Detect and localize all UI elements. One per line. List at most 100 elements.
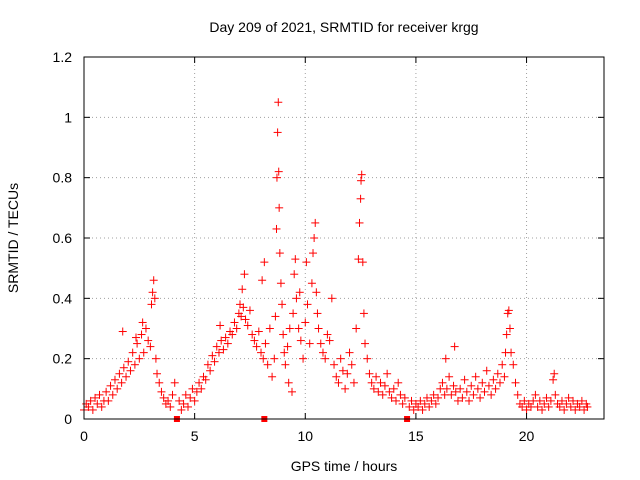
data-point xyxy=(438,378,447,387)
data-point xyxy=(502,330,511,339)
data-point xyxy=(352,324,361,333)
data-point xyxy=(208,351,217,360)
data-point xyxy=(365,369,374,378)
data-point xyxy=(361,339,370,348)
x-tick-label: 15 xyxy=(408,428,424,444)
data-point xyxy=(168,390,177,399)
data-point xyxy=(405,402,414,411)
data-point xyxy=(195,378,204,387)
data-point xyxy=(460,375,469,384)
data-point xyxy=(259,354,268,363)
data-point xyxy=(250,336,259,345)
data-point xyxy=(504,306,513,315)
data-point xyxy=(341,384,350,393)
data-point xyxy=(480,387,489,396)
x-tick-label: 20 xyxy=(519,428,535,444)
data-point xyxy=(359,309,368,318)
data-point xyxy=(177,405,186,414)
data-point xyxy=(126,366,135,375)
x-tick-label: 10 xyxy=(297,428,313,444)
data-point xyxy=(248,330,257,339)
data-point xyxy=(420,399,429,408)
data-point xyxy=(316,339,325,348)
data-point xyxy=(583,402,592,411)
data-point xyxy=(296,336,305,345)
data-point xyxy=(102,387,111,396)
data-point xyxy=(288,387,296,396)
y-tick-label: 1 xyxy=(64,109,72,125)
data-point xyxy=(389,384,398,393)
data-point xyxy=(243,321,252,330)
data-point xyxy=(135,354,144,363)
data-point xyxy=(387,393,396,402)
data-point xyxy=(291,255,300,264)
data-point xyxy=(533,402,542,411)
data-point xyxy=(86,396,95,405)
data-point xyxy=(392,396,400,405)
data-point xyxy=(186,393,195,402)
data-point xyxy=(303,300,312,309)
data-point xyxy=(311,218,320,227)
y-tick-label: 0.8 xyxy=(53,170,73,186)
data-point xyxy=(427,396,436,405)
data-point xyxy=(261,339,270,348)
data-point xyxy=(571,405,580,414)
data-point xyxy=(197,384,206,393)
data-point xyxy=(431,399,440,408)
data-point xyxy=(181,390,190,399)
data-point xyxy=(449,381,458,390)
data-point xyxy=(416,396,425,405)
data-point xyxy=(203,360,212,369)
data-point xyxy=(538,405,547,414)
data-point xyxy=(564,393,573,402)
data-point xyxy=(555,402,564,411)
data-point xyxy=(232,324,241,333)
data-point xyxy=(314,324,323,333)
data-point xyxy=(476,393,485,402)
y-axis-label: SRMTID / TECUs xyxy=(5,183,21,293)
data-point xyxy=(312,288,321,297)
x-tick-label: 0 xyxy=(80,428,88,444)
data-point xyxy=(144,336,153,345)
data-point xyxy=(330,360,339,369)
data-point xyxy=(473,384,482,393)
data-point xyxy=(409,405,418,414)
data-point xyxy=(367,378,376,387)
data-point xyxy=(385,387,394,396)
data-point xyxy=(150,294,159,303)
axis-ticks: 0 0.2 0.4 0.6 0.8 1 1.2 0 5 10 15 20 xyxy=(53,49,604,444)
data-point xyxy=(274,167,283,176)
data-point xyxy=(166,402,175,411)
data-point xyxy=(469,390,478,399)
data-point xyxy=(110,375,119,384)
data-point xyxy=(310,234,319,242)
data-point xyxy=(210,357,219,366)
data-point xyxy=(520,396,529,405)
data-point xyxy=(230,318,239,327)
data-point xyxy=(407,396,416,405)
data-point xyxy=(190,396,199,405)
data-point xyxy=(383,369,392,378)
data-point xyxy=(284,378,293,387)
data-point xyxy=(429,390,438,399)
data-point xyxy=(522,405,531,414)
data-point xyxy=(139,348,148,357)
data-point xyxy=(349,378,358,387)
data-point xyxy=(447,390,456,399)
data-point xyxy=(560,405,569,414)
data-point xyxy=(263,360,272,369)
data-points xyxy=(80,98,592,422)
data-point xyxy=(223,339,232,348)
data-point xyxy=(138,318,147,327)
data-point xyxy=(179,399,188,408)
data-point xyxy=(327,294,336,303)
data-point xyxy=(493,369,502,378)
data-point xyxy=(347,360,356,369)
y-tick-label: 0.4 xyxy=(53,290,73,306)
data-point xyxy=(118,327,127,336)
data-point xyxy=(219,345,228,354)
data-point xyxy=(453,396,462,405)
data-point xyxy=(130,360,139,369)
data-point xyxy=(214,348,223,357)
